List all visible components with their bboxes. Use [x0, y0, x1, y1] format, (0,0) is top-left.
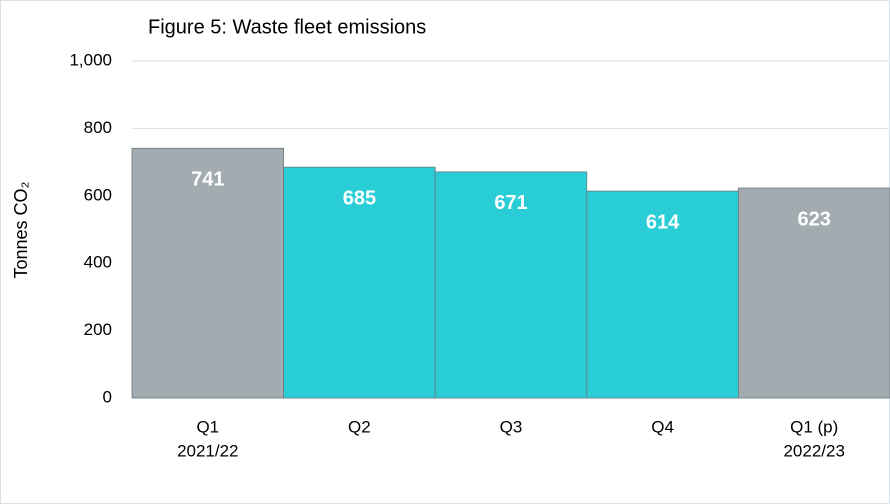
y-tick-label: 200 — [84, 320, 112, 339]
y-tick-label: 400 — [84, 253, 112, 272]
bar — [586, 190, 739, 399]
value-label: 685 — [343, 187, 376, 209]
bar — [131, 147, 285, 399]
y-tick-label: 600 — [84, 185, 112, 204]
x-tick-label: Q4 — [651, 417, 674, 436]
x-tick-label: Q2 — [348, 417, 371, 436]
x-tick-label: Q1 (p) — [790, 417, 838, 436]
y-tick-label: 1,000 — [69, 50, 112, 69]
value-label: 741 — [191, 169, 224, 191]
y-tick-label: 0 — [103, 387, 112, 406]
x-tick-label: 2021/22 — [177, 441, 238, 460]
bar — [283, 166, 436, 399]
x-tick-label: Q3 — [500, 417, 523, 436]
value-label: 614 — [646, 211, 680, 233]
value-label: 671 — [494, 192, 527, 214]
y-axis-label: Tonnes CO₂ — [11, 181, 31, 278]
chart-title: Figure 5: Waste fleet emissions — [148, 16, 426, 38]
x-tick-label: Q1 — [196, 417, 219, 436]
bar — [738, 187, 890, 399]
value-label: 623 — [798, 208, 831, 230]
bar — [434, 171, 588, 399]
x-tick-label: 2022/23 — [783, 441, 844, 460]
y-tick-label: 800 — [84, 118, 112, 137]
